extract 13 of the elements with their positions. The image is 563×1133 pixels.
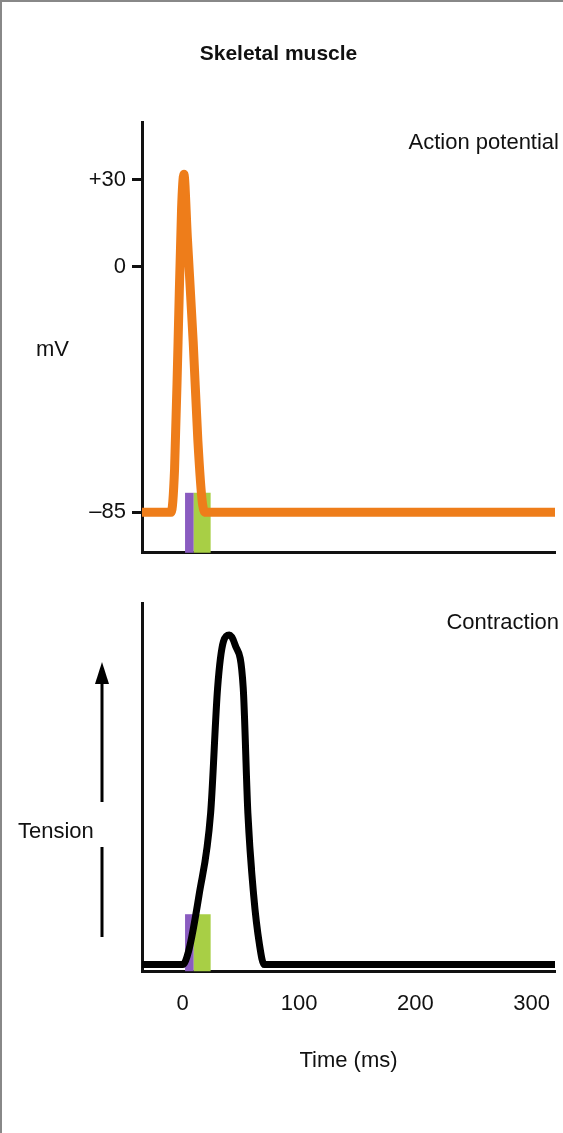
x-tick-label: 300 xyxy=(513,990,551,1016)
y-axis-title: Tension xyxy=(18,817,94,843)
x-axis-title: Time (ms) xyxy=(299,1046,398,1072)
x-tick-label: 0 xyxy=(176,990,189,1016)
y-tick-label: +30 xyxy=(88,166,126,192)
text: Contraction xyxy=(446,609,559,635)
chart-title: Skeletal muscle xyxy=(199,41,358,65)
x-tick-label: 100 xyxy=(280,990,318,1016)
y-tick-label: 0 xyxy=(113,252,126,278)
y-tick-label: –85 xyxy=(89,498,126,524)
y-axis-title: mV xyxy=(36,335,70,361)
annotation: Action potential xyxy=(408,129,559,155)
x-tick-label: 200 xyxy=(397,990,434,1016)
